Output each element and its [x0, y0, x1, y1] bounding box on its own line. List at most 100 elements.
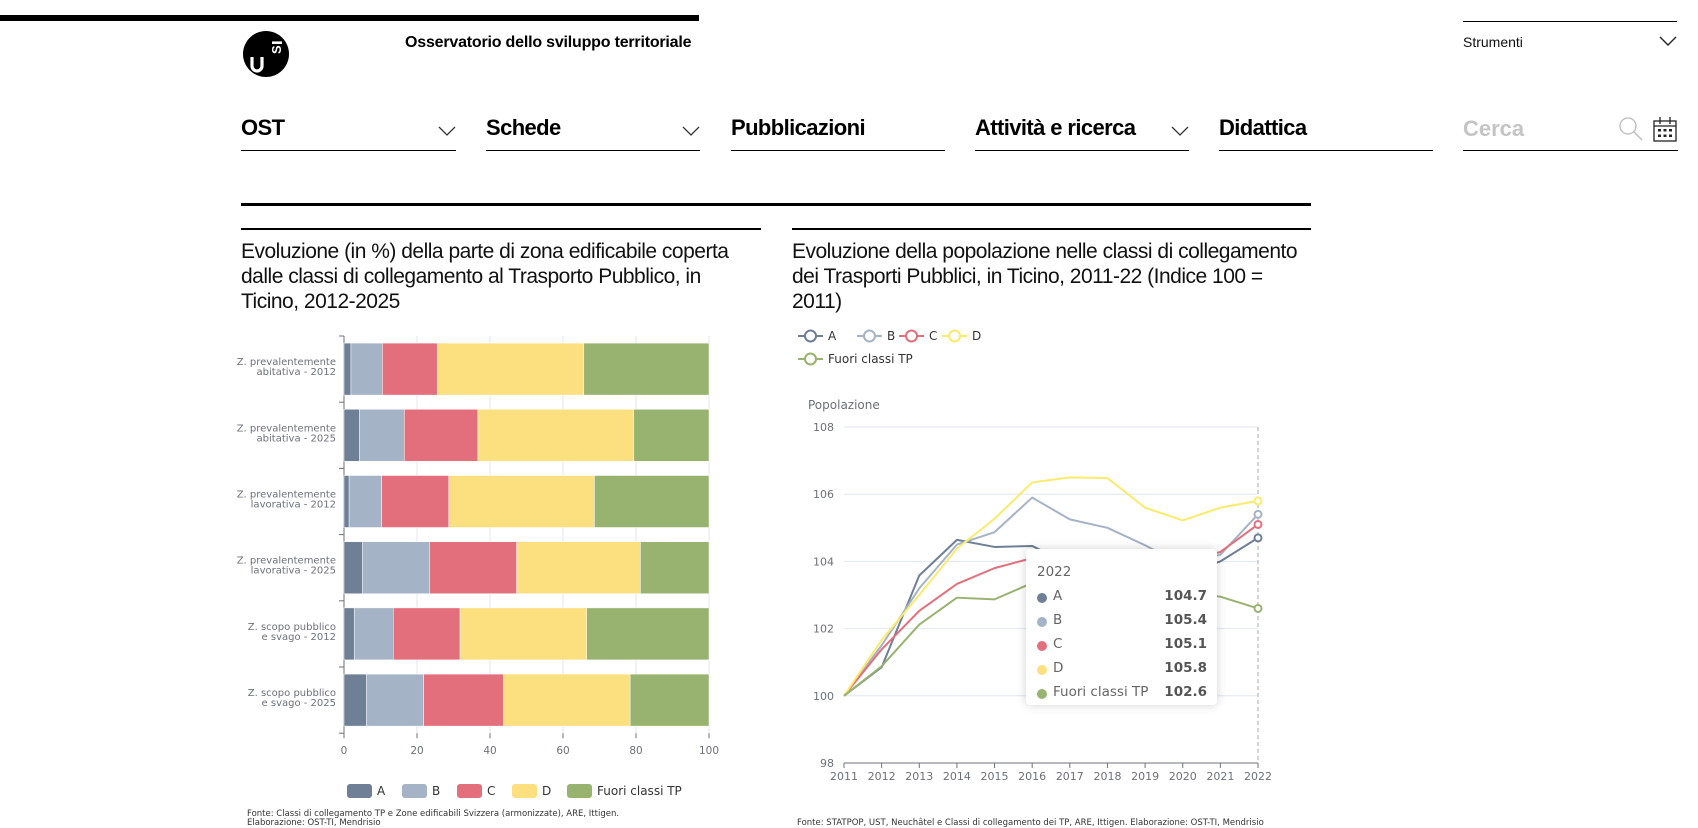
tools-dropdown[interactable]: Strumenti	[1463, 21, 1677, 52]
tooltip-value: 104.7	[1164, 588, 1207, 604]
bar-segment-fuori-classi-tp	[583, 342, 710, 396]
tooltip-series-name: A	[1053, 588, 1063, 604]
legend-label: B	[432, 784, 440, 798]
tooltip-series-name: C	[1053, 636, 1063, 652]
legend-swatch	[457, 784, 482, 798]
bar-segment-fuori-classi-tp	[594, 475, 710, 528]
legend-marker-icon	[804, 352, 817, 366]
bar-segment-c	[423, 673, 504, 727]
nav-item-pubblicazioni[interactable]: Pubblicazioni	[731, 112, 945, 151]
tooltip-row: A 104.7	[1037, 588, 1207, 608]
nav-label: Pubblicazioni	[731, 115, 866, 140]
bar-segment-c	[429, 541, 517, 594]
bar-segment-a	[343, 409, 360, 462]
x-tick-label: 2021	[1206, 770, 1234, 783]
y-category-label: Z. scopo pubblico	[248, 688, 336, 699]
legend-label: D	[542, 784, 551, 798]
search-box	[1463, 112, 1678, 151]
svg-text:S: S	[269, 45, 284, 54]
bar-segment-b	[362, 541, 431, 594]
nav-label: Didattica	[1219, 115, 1307, 140]
usi-logo[interactable]: S	[243, 31, 289, 77]
series-dot-icon	[1037, 689, 1047, 699]
legend-label: C	[487, 784, 495, 798]
bar-segment-d	[448, 475, 595, 528]
chevron-down-icon	[1659, 36, 1677, 46]
search-input[interactable]	[1463, 114, 1613, 144]
x-tick-label: 100	[699, 745, 719, 757]
nav-item-didattica[interactable]: Didattica	[1219, 112, 1433, 151]
x-tick-label: 2011	[830, 770, 858, 783]
legend-swatch	[402, 784, 427, 798]
bar-segment-b	[359, 409, 405, 462]
legend-marker-icon	[863, 329, 876, 343]
tooltip-row: C 105.1	[1037, 636, 1207, 656]
bar-segment-c	[381, 475, 450, 528]
legend-label: D	[972, 329, 981, 343]
x-tick-label: 2012	[868, 770, 896, 783]
bar-segment-b	[348, 475, 382, 528]
tooltip-series-name: Fuori classi TP	[1053, 684, 1149, 700]
legend-label: Fuori classi TP	[828, 352, 913, 366]
y-category-label: Z. prevalentemente	[237, 556, 336, 567]
legend-label: B	[887, 329, 895, 343]
calendar-icon[interactable]	[1653, 116, 1677, 142]
y-category-label: lavorativa - 2025	[251, 566, 336, 577]
nav-item-attivita-e-ricerca[interactable]: Attività e ricerca	[975, 112, 1189, 151]
x-tick-label: 60	[556, 745, 569, 757]
bar-segment-b	[366, 673, 424, 727]
tooltip-row: D 105.8	[1037, 660, 1207, 680]
chart2-top-rule	[792, 228, 1311, 230]
chart1-source-line2: Elaborazione: OST-TI, Mendrisio	[247, 818, 381, 828]
nav-label: Attività e ricerca	[975, 115, 1136, 140]
legend-label: A	[828, 329, 837, 343]
legend-swatch	[347, 784, 372, 798]
tooltip-value: 105.1	[1164, 636, 1207, 652]
nav-item-schede[interactable]: Schede	[486, 112, 700, 151]
search-icon[interactable]	[1618, 116, 1644, 142]
y-category-label: Z. scopo pubblico	[248, 622, 336, 633]
data-point-marker	[1253, 519, 1263, 529]
bar-segment-d	[477, 409, 635, 462]
legend-label: C	[929, 329, 937, 343]
y-tick-label: 100	[813, 690, 834, 703]
series-dot-icon	[1037, 665, 1047, 675]
bar-segment-fuori-classi-tp	[633, 409, 710, 462]
chart1-source: Fonte: Classi di collegamento TP e Zone …	[247, 810, 619, 828]
chart1-source-line1: Fonte: Classi di collegamento TP e Zone …	[247, 809, 620, 819]
x-tick-label: 2013	[905, 770, 933, 783]
legend-marker-icon	[905, 329, 918, 343]
x-tick-label: 2019	[1131, 770, 1159, 783]
tooltip-series-name: B	[1053, 612, 1063, 628]
bar-segment-b	[350, 342, 383, 396]
bar-segment-a	[343, 607, 355, 661]
bar-segment-d	[437, 342, 585, 396]
chart1-top-rule	[241, 228, 761, 230]
tooltip-row: Fuori classi TP 102.6	[1037, 684, 1207, 704]
chart2-title: Evoluzione della popolazione nelle class…	[792, 240, 1298, 313]
x-tick-label: 40	[483, 745, 496, 757]
bar-segment-a	[343, 541, 363, 594]
y-category-label: e svago - 2025	[262, 698, 336, 709]
bar-segment-d	[503, 673, 631, 727]
bar-segment-c	[393, 607, 461, 661]
chevron-down-icon	[438, 126, 456, 136]
legend-swatch	[512, 784, 537, 798]
bar-segment-d	[459, 607, 587, 661]
legend-swatch	[567, 784, 592, 798]
series-dot-icon	[1037, 593, 1047, 603]
y-category-label: e svago - 2012	[262, 632, 336, 643]
x-tick-label: 2022	[1244, 770, 1272, 783]
chevron-down-icon	[1171, 126, 1189, 136]
legend-label: A	[377, 784, 386, 798]
series-dot-icon	[1037, 617, 1047, 627]
site-title[interactable]: Osservatorio dello sviluppo territoriale	[405, 34, 692, 51]
y-category-label: abitativa - 2012	[257, 367, 336, 378]
tooltip-value: 105.8	[1164, 660, 1207, 676]
nav-item-ost[interactable]: OST	[241, 112, 456, 151]
data-point-marker	[1253, 496, 1263, 506]
section-divider	[241, 203, 1311, 206]
bar-segment-d	[516, 541, 641, 594]
x-tick-label: 2015	[981, 770, 1009, 783]
